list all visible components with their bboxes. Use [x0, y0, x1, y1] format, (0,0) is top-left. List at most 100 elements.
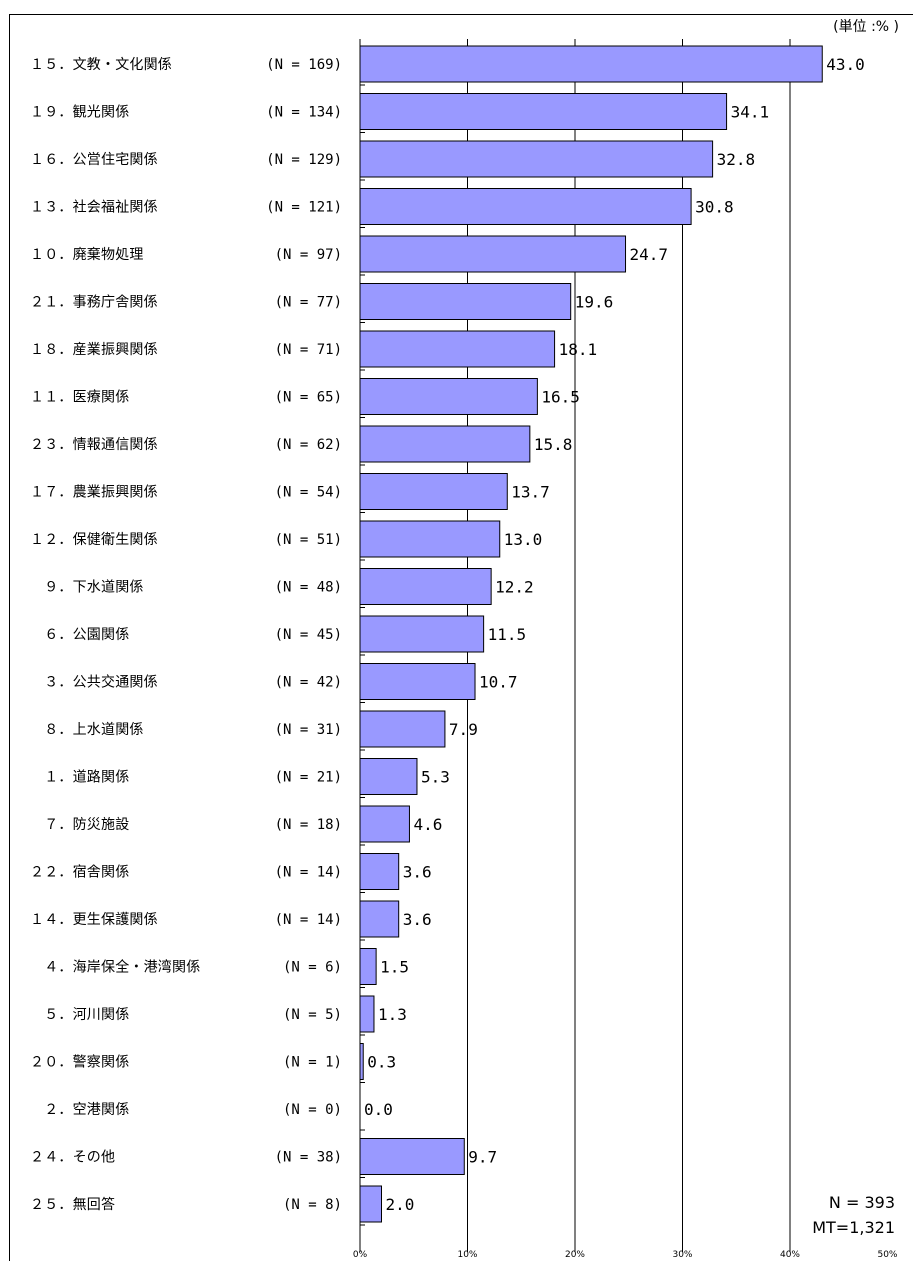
summary-mt: MT=1,321: [812, 1218, 895, 1237]
bar: [359, 378, 538, 415]
x-tick-label: 40%: [780, 1250, 800, 1260]
category-label: ２２．宿舎関係: [30, 864, 129, 881]
bar-value-label: 4.6: [413, 815, 442, 834]
bar-value-label: 11.5: [488, 625, 527, 644]
bar: [359, 93, 728, 130]
sample-size-label: (N = 51): [275, 532, 342, 548]
category-label: １８．産業振興関係: [30, 342, 158, 358]
sample-size-label: (N = 62): [275, 437, 342, 453]
category-label: １１．医療関係: [30, 389, 129, 406]
bar-value-label: 5.3: [421, 768, 450, 787]
sample-size-label: (N = 21): [275, 770, 342, 786]
sample-size-label: (N = 129): [266, 152, 342, 168]
bar-value-label: 12.2: [495, 578, 534, 597]
bar: [359, 140, 714, 178]
bar: [359, 330, 556, 368]
bar: [359, 425, 531, 463]
bar-value-label: 10.7: [479, 673, 518, 692]
category-label: １７．農業振興関係: [30, 485, 158, 501]
sample-size-label: (N = 54): [275, 485, 342, 501]
bar-value-label: 2.0: [386, 1195, 415, 1214]
x-tick-label: 50%: [877, 1250, 897, 1260]
sample-size-label: (N = 121): [266, 200, 342, 216]
bar-value-label: 16.5: [541, 388, 580, 407]
category-label: ７．防災施設: [30, 817, 129, 833]
category-label: ２３．情報通信関係: [30, 437, 158, 453]
category-label: １５．文教・文化関係: [30, 57, 172, 73]
bar: [359, 663, 476, 700]
bar: [359, 520, 501, 558]
sample-size-label: (N = 77): [275, 295, 342, 311]
category-label: ２０．警察関係: [30, 1054, 129, 1071]
sample-size-label: (N = 38): [275, 1150, 342, 1166]
sample-size-label: (N = 45): [275, 627, 342, 643]
sample-size-label: (N = 97): [275, 247, 342, 263]
bar-value-label: 13.0: [504, 530, 543, 549]
category-label: ８．上水道関係: [30, 722, 144, 738]
bar-value-label: 32.8: [717, 150, 756, 169]
unit-label: (単位 :% ): [833, 19, 899, 35]
summary-n: N = 393: [828, 1193, 895, 1212]
sample-size-label: (N = 65): [275, 390, 342, 406]
bar: [359, 45, 823, 83]
x-tick-label: 30%: [672, 1250, 692, 1260]
bar: [359, 710, 446, 748]
category-label: １．道路関係: [30, 770, 129, 786]
bar: [359, 1043, 364, 1080]
bar-value-label: 1.3: [378, 1005, 407, 1024]
sample-size-label: (N = 18): [275, 817, 342, 833]
category-label: １０．廃棄物処理: [30, 246, 144, 263]
category-label: １９．観光関係: [30, 104, 129, 121]
bar: [359, 805, 410, 843]
bar-value-label: 13.7: [511, 483, 550, 502]
sample-size-label: (N = 48): [275, 580, 342, 596]
category-label: ３．公共交通関係: [30, 674, 158, 691]
category-label: ２４．その他: [30, 1150, 115, 1166]
bar: [359, 1138, 465, 1175]
bar: [359, 758, 418, 795]
bar-value-label: 3.6: [403, 863, 432, 882]
x-tick-label: 20%: [565, 1250, 585, 1260]
bar-value-label: 15.8: [534, 435, 573, 454]
bar-value-label: 7.9: [449, 720, 478, 739]
x-tick-label: 10%: [457, 1250, 477, 1260]
sample-size-label: (N = 1): [283, 1055, 342, 1071]
bar-value-label: 43.0: [826, 55, 865, 74]
bar-value-label: 0.3: [367, 1053, 396, 1072]
bar-value-label: 24.7: [630, 245, 669, 264]
bar-value-label: 3.6: [403, 910, 432, 929]
category-label: ４．海岸保全・港湾関係: [30, 959, 200, 976]
sample-size-label: (N = 14): [275, 912, 342, 928]
category-label: ２．空港関係: [30, 1102, 129, 1118]
category-label: １６．公営住宅関係: [30, 152, 158, 168]
category-label: ６．公園関係: [30, 627, 129, 643]
sample-size-label: (N = 71): [275, 342, 342, 358]
sample-size-label: (N = 169): [266, 57, 342, 73]
bar-value-label: 19.6: [575, 293, 614, 312]
bar-value-label: 18.1: [559, 340, 598, 359]
sample-size-label: (N = 5): [283, 1007, 342, 1023]
bar: [359, 283, 572, 320]
sample-size-label: (N = 42): [275, 675, 342, 691]
category-label: ５．河川関係: [30, 1007, 129, 1023]
bar: [359, 235, 627, 273]
bar: [359, 473, 508, 510]
sample-size-label: (N = 31): [275, 722, 342, 738]
category-label: １４．更生保護関係: [30, 912, 158, 928]
bar-value-label: 1.5: [380, 958, 409, 977]
bar-value-label: 30.8: [695, 198, 734, 217]
x-tick-label: 0%: [353, 1250, 368, 1260]
bar: [359, 1185, 382, 1223]
bar: [359, 900, 400, 938]
category-label: １３．社会福祉関係: [30, 200, 158, 216]
bar: [359, 948, 377, 985]
bar-value-label: 9.7: [468, 1148, 497, 1167]
sample-size-label: (N = 14): [275, 865, 342, 881]
bar: [359, 188, 692, 225]
category-label: ２１．事務庁舎関係: [30, 295, 158, 311]
bar: [359, 853, 400, 890]
category-label: １２．保健衛生関係: [30, 532, 158, 548]
sample-size-label: (N = 134): [266, 105, 342, 121]
sample-size-label: (N = 0): [283, 1102, 342, 1118]
